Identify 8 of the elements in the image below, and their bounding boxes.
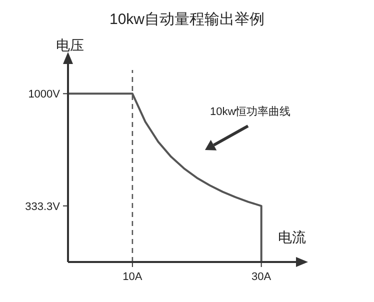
y-tick-label: 333.3V — [25, 200, 61, 213]
title: 10kw自动量程输出举例 — [109, 11, 265, 28]
annotation: 10kw恒功率曲线 — [210, 106, 291, 118]
x-tick-label: 10A — [122, 271, 143, 283]
ylabel: 电压 — [56, 37, 84, 53]
xlabel: 电流 — [278, 229, 306, 245]
y-tick-label: 1000V — [28, 88, 61, 101]
x-tick-label: 30A — [252, 271, 272, 283]
